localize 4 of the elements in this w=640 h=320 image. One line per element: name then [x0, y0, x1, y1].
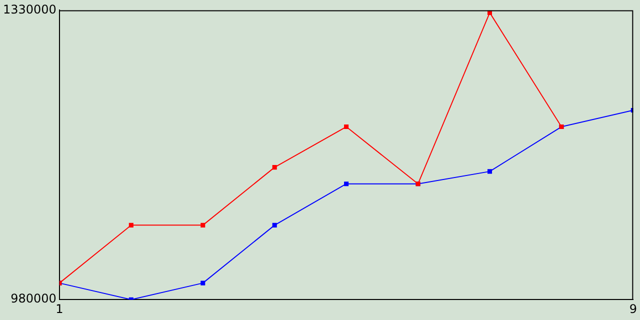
- x-tick-label: 1: [56, 302, 64, 316]
- y-tick-label: 980000: [10, 292, 56, 306]
- y-tick-label: 1330000: [2, 2, 56, 16]
- x-tick-label: 9: [629, 302, 638, 316]
